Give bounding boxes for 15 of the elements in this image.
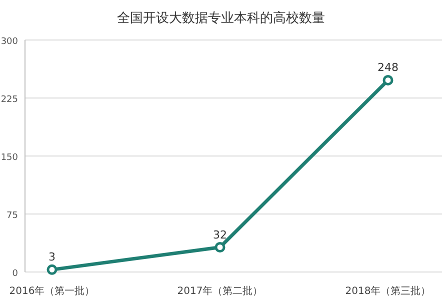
point [214, 242, 226, 253]
y-tick-label: 150 [0, 153, 18, 163]
x-tick-label: 2017年（第二批） [177, 285, 263, 297]
data-label: 248 [378, 61, 398, 74]
point [382, 74, 394, 86]
y-tick-label: 225 [0, 95, 18, 105]
data-label: 3 [48, 250, 56, 264]
y-tick-label: 75 [6, 211, 18, 221]
x-tick-label: 2018年（第三批） [345, 285, 431, 297]
x-tick-label: 2016年（第一批） [9, 285, 95, 297]
point [46, 264, 58, 275]
y-tick-label: 300 [0, 37, 18, 47]
chart-title: 全国开设大数据专业本科的高校数量 [117, 10, 325, 26]
y-tick-label: 0 [12, 269, 18, 279]
data-label: 32 [213, 228, 227, 242]
